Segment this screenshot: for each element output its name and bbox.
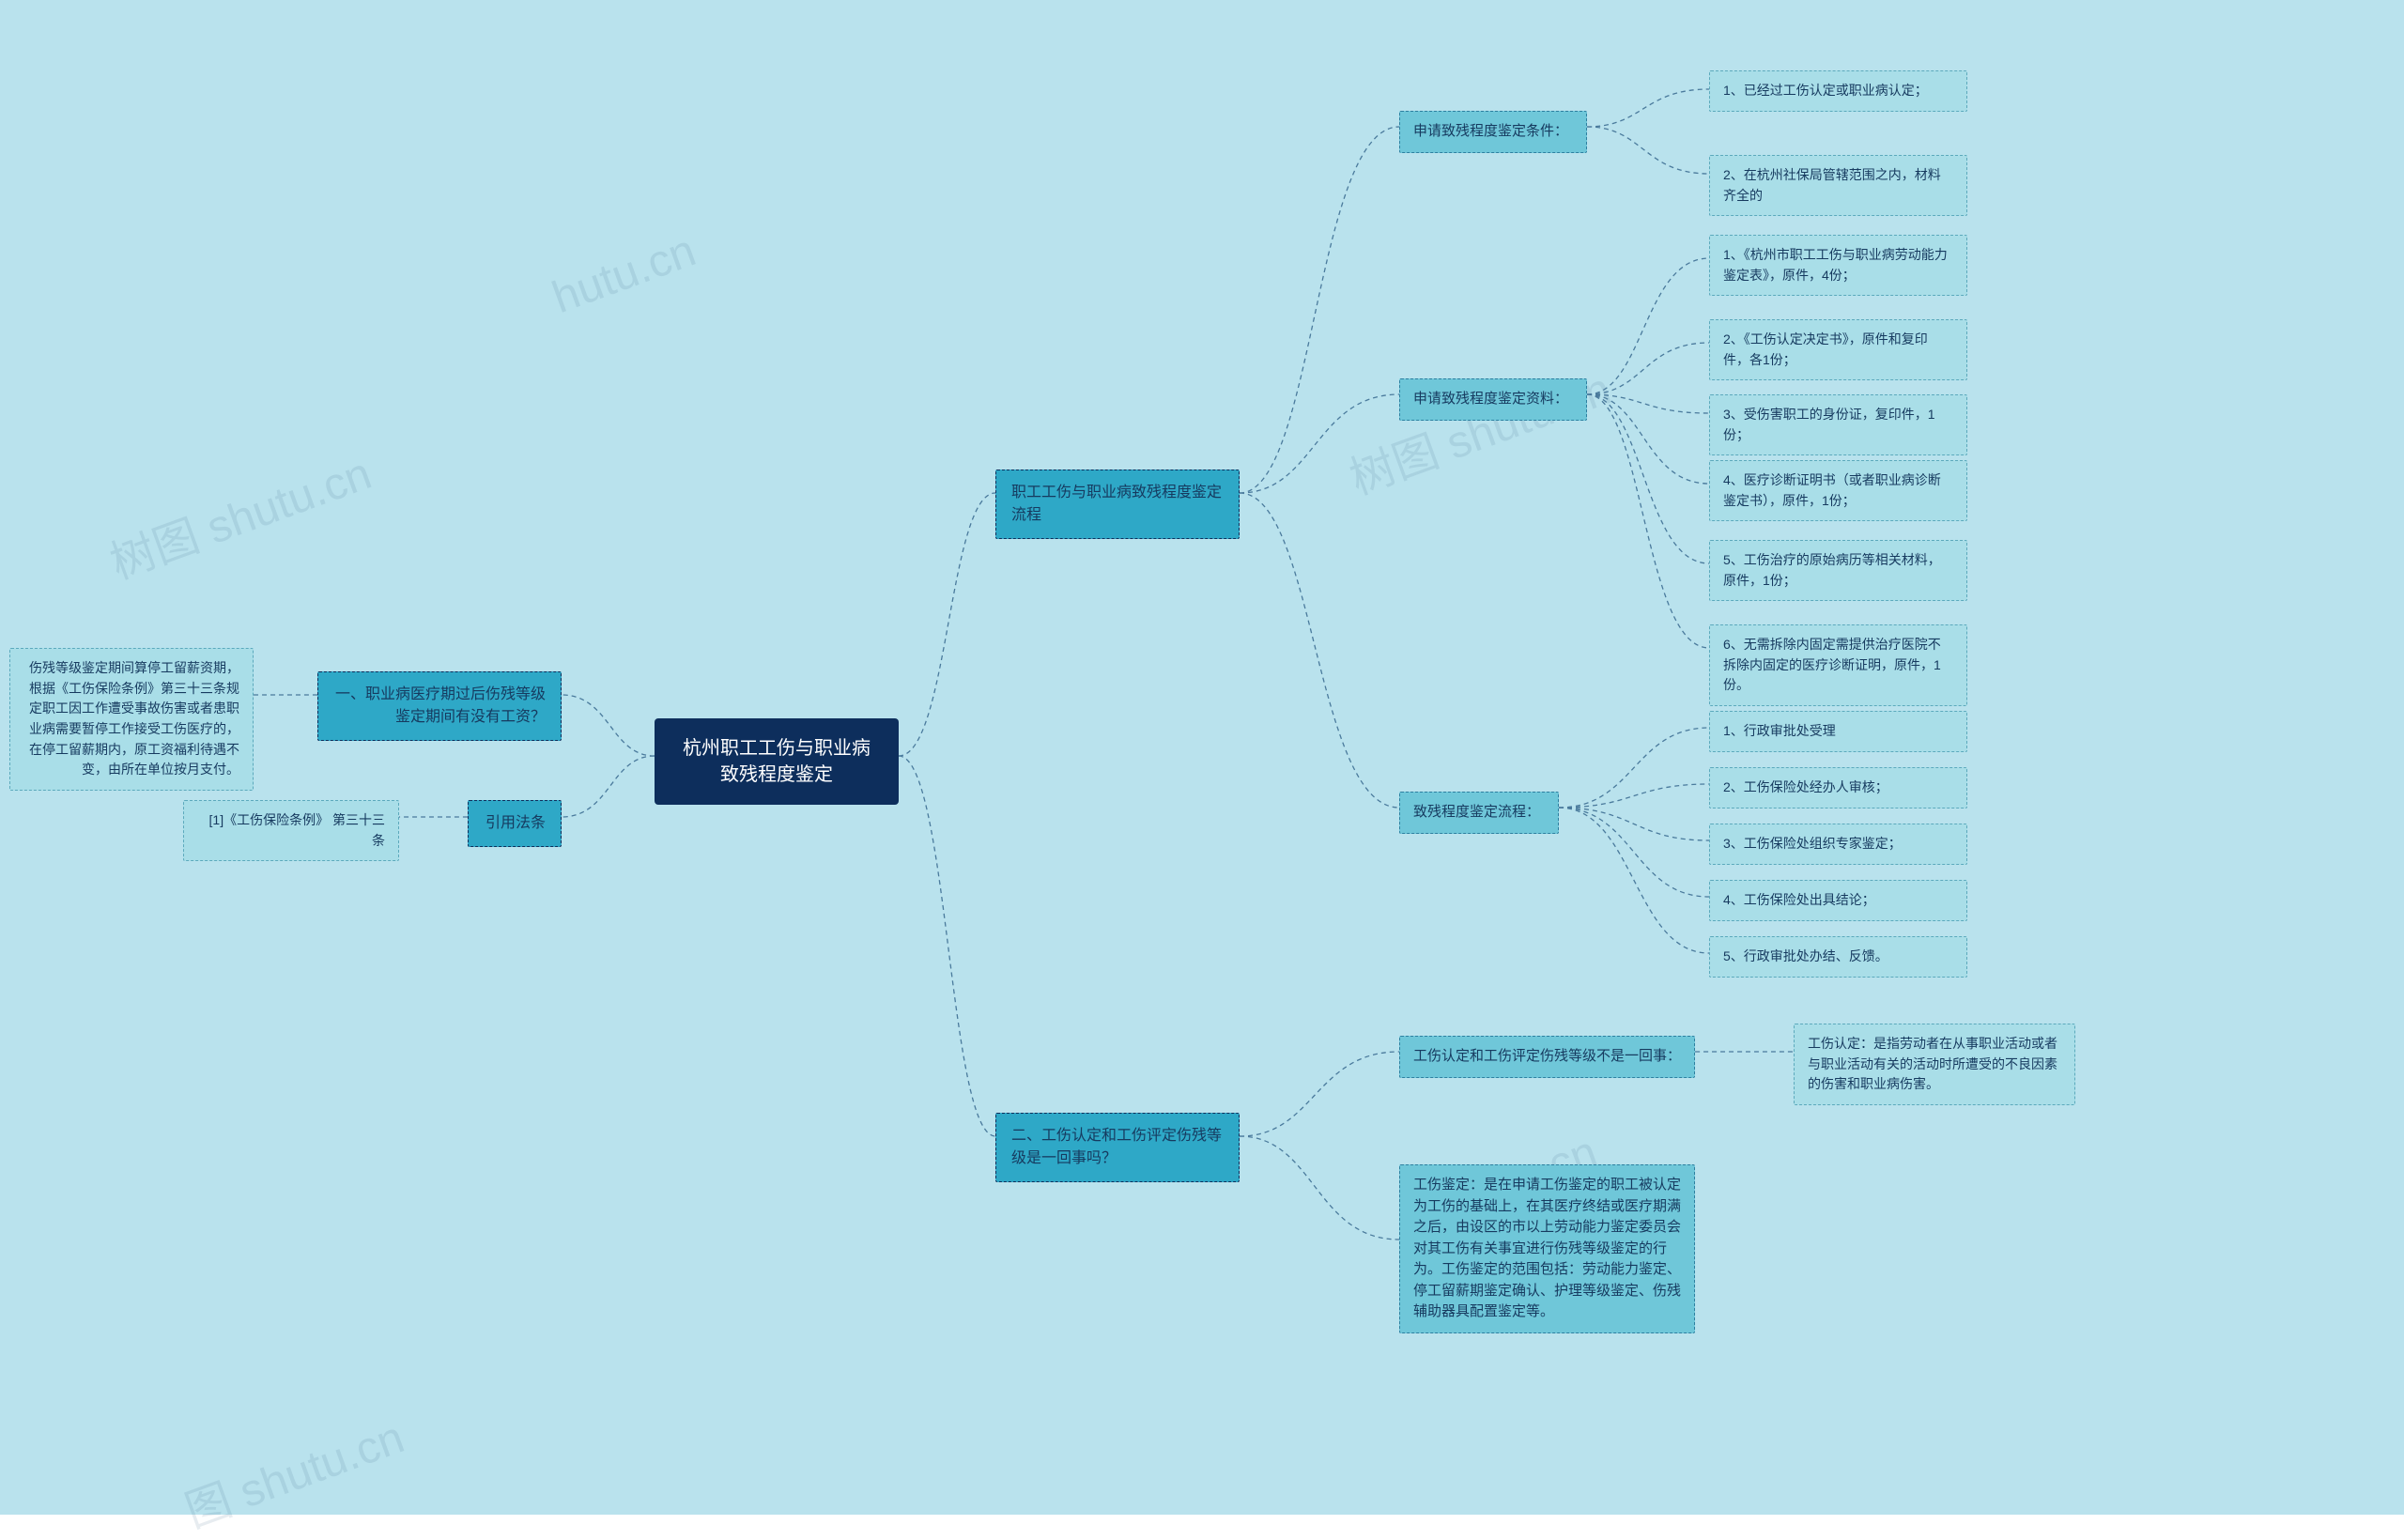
branch-left-q: 一、职业病医疗期过后伤残等级鉴定期间有没有工资？ bbox=[317, 671, 562, 741]
leaf: 1、《杭州市职工工伤与职业病劳动能力鉴定表》，原件，4份； bbox=[1709, 235, 1967, 296]
branch-q-child2: 工伤鉴定：是在申请工伤鉴定的职工被认定为工伤的基础上，在其医疗终结或医疗期满之后… bbox=[1399, 1164, 1695, 1333]
branch-conditions: 申请致残程度鉴定条件： bbox=[1399, 111, 1587, 153]
leaf: 4、医疗诊断证明书（或者职业病诊断鉴定书），原件，1份； bbox=[1709, 460, 1967, 521]
leaf: 2、在杭州社保局管辖范围之内，材料齐全的 bbox=[1709, 155, 1967, 216]
leaf: 1、已经过工伤认定或职业病认定； bbox=[1709, 70, 1967, 112]
leaf: 2、工伤保险处经办人审核； bbox=[1709, 767, 1967, 808]
root-node: 杭州职工工伤与职业病致残程度鉴定 bbox=[655, 718, 899, 805]
branch-procedure: 致残程度鉴定流程： bbox=[1399, 792, 1559, 834]
branch-left-cite: 引用法条 bbox=[468, 800, 562, 847]
leaf: 5、行政审批处办结、反馈。 bbox=[1709, 936, 1967, 978]
branch-materials: 申请致残程度鉴定资料： bbox=[1399, 378, 1587, 421]
leaf: 5、工伤治疗的原始病历等相关材料，原件，1份； bbox=[1709, 540, 1967, 601]
branch-question: 二、工伤认定和工伤评定伤残等级是一回事吗？ bbox=[995, 1113, 1240, 1182]
leaf: 1、行政审批处受理 bbox=[1709, 711, 1967, 752]
branch-q-child1: 工伤认定和工伤评定伤残等级不是一回事： bbox=[1399, 1036, 1695, 1078]
leaf: 伤残等级鉴定期间算停工留薪资期，根据《工伤保险条例》第三十三条规定职工因工作遭受… bbox=[9, 648, 254, 791]
branch-process: 职工工伤与职业病致残程度鉴定流程 bbox=[995, 470, 1240, 539]
leaf: 工伤认定：是指劳动者在从事职业活动或者与职业活动有关的活动时所遭受的不良因素的伤… bbox=[1794, 1024, 2075, 1105]
leaf: 4、工伤保险处出具结论； bbox=[1709, 880, 1967, 921]
leaf: 2、《工伤认定决定书》，原件和复印件，各1份； bbox=[1709, 319, 1967, 380]
leaf: [1]《工伤保险条例》 第三十三条 bbox=[183, 800, 399, 861]
leaf: 3、工伤保险处组织专家鉴定； bbox=[1709, 824, 1967, 865]
leaf: 3、受伤害职工的身份证，复印件，1份； bbox=[1709, 394, 1967, 455]
canvas-bg bbox=[0, 0, 2404, 1515]
leaf: 6、无需拆除内固定需提供治疗医院不拆除内固定的医疗诊断证明，原件，1份。 bbox=[1709, 624, 1967, 706]
